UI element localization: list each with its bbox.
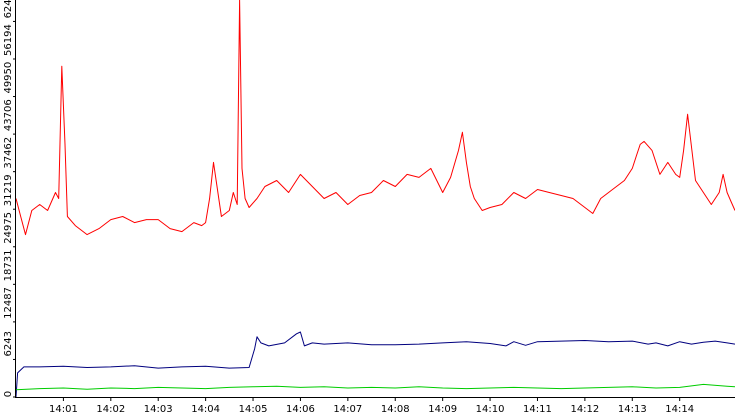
y-tick-label: 24975	[3, 212, 14, 244]
x-tick-label: 14:14	[665, 404, 694, 415]
y-tick-label: 12487	[3, 287, 14, 319]
x-tick-label: 14:12	[570, 404, 599, 415]
series-line-2	[15, 331, 735, 398]
x-tick-label: 14:02	[96, 404, 125, 415]
y-tick-label: 43706	[3, 99, 14, 131]
x-tick-label: 14:11	[523, 404, 552, 415]
x-tick-label: 14:06	[286, 404, 315, 415]
x-tick-label: 14:03	[144, 404, 173, 415]
y-tick-label: 49950	[3, 62, 14, 94]
y-tick-label: 31219	[3, 174, 14, 206]
ticks-layer: 14:01 14:02 14:03 14:04 14:05 14:06 14:07 14:08…	[3, 0, 694, 415]
x-tick-label: 14:05	[239, 404, 268, 415]
y-tick-label: 56194	[3, 24, 14, 56]
x-tick-label: 14:08	[381, 404, 410, 415]
x-tick-label: 14:01	[49, 404, 78, 415]
y-tick-label: 18731	[3, 250, 14, 282]
series-line-3	[15, 383, 735, 391]
x-tick-label: 14:13	[618, 404, 647, 415]
x-tick-label: 14:07	[333, 404, 362, 415]
x-tick-label: 14:10	[476, 404, 505, 415]
y-tick-label: 62438	[3, 0, 14, 18]
x-tick-label: 14:04	[191, 404, 220, 415]
y-tick-label: 0	[3, 391, 14, 397]
axes-layer	[15, 0, 735, 398]
series-layer	[15, 0, 735, 398]
x-tick-label: 14:09	[428, 404, 457, 415]
series-line-1	[15, 0, 735, 236]
y-tick-label: 37462	[3, 137, 14, 169]
y-tick-label: 6243	[3, 331, 14, 356]
